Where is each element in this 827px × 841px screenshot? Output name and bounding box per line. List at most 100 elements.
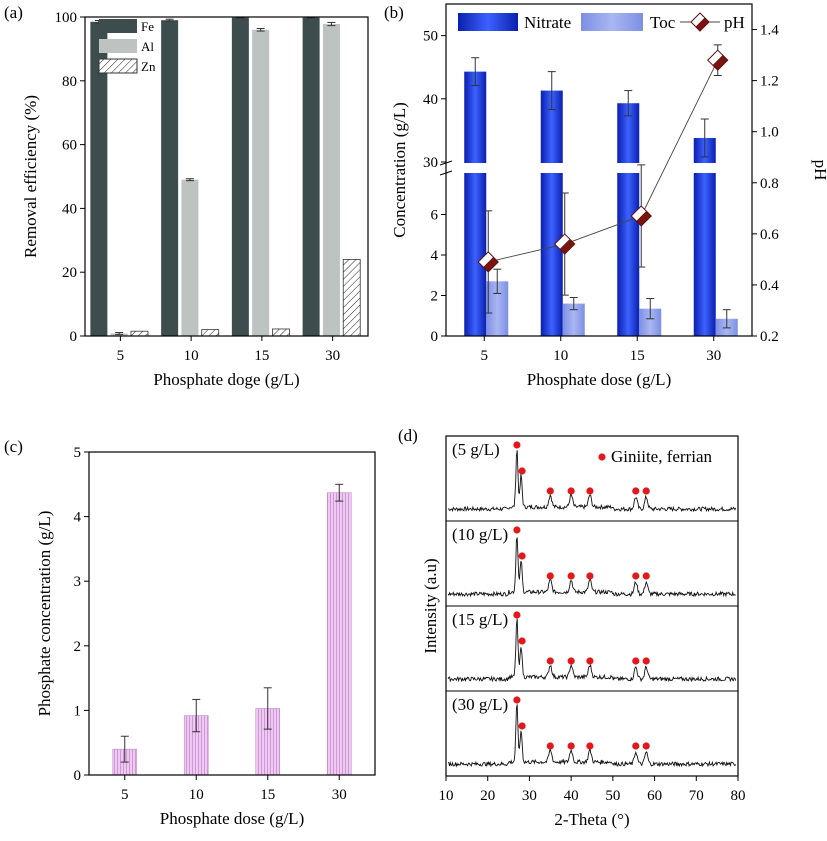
peak-marker bbox=[586, 742, 594, 750]
panel-label: (b) bbox=[384, 3, 404, 22]
x-tick-label: 10 bbox=[189, 787, 204, 803]
bar-al-15 bbox=[252, 29, 270, 336]
x-axis-label: Phosphate dose (g/L) bbox=[527, 370, 671, 389]
x-tick-label: 5 bbox=[121, 787, 129, 803]
peak-marker bbox=[518, 722, 526, 730]
peak-marker bbox=[632, 657, 640, 665]
legend-label: Giniite, ferrian bbox=[611, 447, 713, 466]
y-axis-label: Phosphate concentration (g/L) bbox=[35, 511, 54, 717]
x-tick-label: 70 bbox=[689, 788, 704, 804]
y2-tick-label: 0.4 bbox=[760, 278, 779, 294]
peak-marker bbox=[586, 487, 594, 495]
y-tick-label: 0 bbox=[74, 768, 82, 784]
panel-a: (a) 5 10 15 30 0 20 40 60 80 100 Phosphate doge (g/… bbox=[4, 3, 369, 389]
x-tick-label: 15 bbox=[630, 348, 645, 364]
panel-label: (c) bbox=[4, 437, 23, 456]
y-tick-label: 6 bbox=[431, 208, 439, 224]
bar-nitrate-5 bbox=[464, 71, 487, 337]
x-tick-label: 5 bbox=[481, 348, 489, 364]
bar-toc-10 bbox=[562, 303, 585, 336]
y2-axis-label: pH bbox=[811, 160, 827, 181]
peak-marker bbox=[632, 742, 640, 750]
x-axis-label: Phosphate dose (g/L) bbox=[160, 809, 304, 828]
peak-marker bbox=[546, 572, 554, 580]
bar-toc-5 bbox=[486, 281, 509, 336]
peak-marker bbox=[586, 657, 594, 665]
plot-frame bbox=[84, 16, 369, 337]
ph-line bbox=[488, 59, 719, 263]
y-tick-label: 5 bbox=[74, 445, 82, 461]
legend-label-nitrate: Nitrate bbox=[524, 13, 571, 32]
x-axis-label: Phosphate doge (g/L) bbox=[153, 370, 299, 389]
x-tick-label: 10 bbox=[184, 348, 199, 364]
bar-nitrate-30 bbox=[693, 137, 716, 336]
legend-label-zn: Zn bbox=[141, 59, 156, 74]
y2-tick-label: 1.0 bbox=[760, 125, 779, 141]
peak-marker bbox=[546, 487, 554, 495]
x-tick-label: 60 bbox=[647, 788, 662, 804]
plot-frame bbox=[88, 451, 376, 776]
y-tick-label: 2 bbox=[74, 639, 82, 655]
peak-marker bbox=[642, 487, 650, 495]
panel-b: (b) 5 10 15 30 30 40 50 0 2 4 6 0.2 0.4 0.6 0.8 1.0 1.2 1.… bbox=[384, 3, 827, 389]
x-tick-label: 30 bbox=[522, 788, 537, 804]
ph-point-30 bbox=[707, 49, 729, 71]
xrd-pattern-1 bbox=[447, 537, 736, 598]
ph-point-10 bbox=[554, 233, 576, 255]
y-tick-label: 3 bbox=[74, 574, 82, 590]
bar-toc-15 bbox=[639, 308, 662, 336]
peak-marker bbox=[632, 487, 640, 495]
peak-marker bbox=[546, 657, 554, 665]
peak-marker bbox=[642, 572, 650, 580]
plot-frame bbox=[445, 3, 753, 337]
x-tick-label: 30 bbox=[325, 348, 340, 364]
bar-fe-10 bbox=[161, 20, 179, 336]
y-tick-label: 1 bbox=[74, 703, 82, 719]
peak-marker bbox=[567, 487, 575, 495]
peak-marker bbox=[632, 572, 640, 580]
series-label-3: (30 g/L) bbox=[452, 695, 508, 714]
peak-marker bbox=[513, 696, 521, 704]
y-tick-label: 100 bbox=[55, 10, 78, 26]
y-axis-label: Concentration (g/L) bbox=[390, 102, 409, 238]
x-tick-label: 15 bbox=[260, 787, 275, 803]
y2-tick-label: 0.2 bbox=[760, 329, 779, 345]
panel-label: (d) bbox=[398, 426, 418, 445]
legend-label-toc: Toc bbox=[650, 13, 676, 32]
series-label-1: (10 g/L) bbox=[452, 525, 508, 544]
y-tick-label: 50 bbox=[423, 29, 438, 45]
y-tick-label: 4 bbox=[431, 248, 439, 264]
panel-c: (c) 5 10 15 30 0 1 2 3 4 5 Phosphate dose (g/L) Phos… bbox=[4, 437, 376, 828]
legend-label-al: Al bbox=[141, 39, 154, 54]
bar-phosphate-30 bbox=[326, 492, 352, 776]
panel-d: (d) (5 g/L) (10 g/L) (15 g/L) (30 g/L) Giniit… bbox=[398, 426, 746, 829]
x-axis-label: 2-Theta (°) bbox=[554, 810, 629, 829]
bar-zn-10 bbox=[201, 329, 220, 337]
legend-swatch-toc bbox=[581, 13, 643, 31]
peak-marker bbox=[546, 742, 554, 750]
bar-fe-15 bbox=[231, 17, 249, 336]
peak-marker bbox=[567, 657, 575, 665]
x-tick-label: 10 bbox=[439, 788, 454, 804]
bar-nitrate-10 bbox=[540, 90, 563, 336]
y-tick-label: 30 bbox=[423, 155, 438, 171]
y-axis-label: Removal efficiency (%) bbox=[21, 95, 40, 258]
series-label-2: (15 g/L) bbox=[452, 610, 508, 629]
legend-swatch-fe bbox=[99, 19, 137, 33]
legend-swatch-nitrate bbox=[458, 13, 518, 31]
y2-tick-label: 0.8 bbox=[760, 176, 779, 192]
xrd-pattern-2 bbox=[447, 618, 737, 683]
y2-tick-label: 1.2 bbox=[760, 74, 779, 90]
y-tick-label: 0 bbox=[431, 329, 439, 345]
xrd-pattern-3 bbox=[447, 704, 737, 768]
bar-al-10 bbox=[181, 179, 199, 336]
x-tick-label: 50 bbox=[605, 788, 620, 804]
y-tick-label: 0 bbox=[70, 329, 78, 345]
y-tick-label: 20 bbox=[62, 265, 77, 281]
legend-marker bbox=[598, 453, 606, 461]
peak-marker bbox=[642, 657, 650, 665]
y-axis-label: Intensity (a.u) bbox=[421, 558, 440, 653]
y-tick-label: 40 bbox=[62, 201, 77, 217]
ph-point-5 bbox=[477, 251, 499, 273]
peak-marker bbox=[642, 742, 650, 750]
